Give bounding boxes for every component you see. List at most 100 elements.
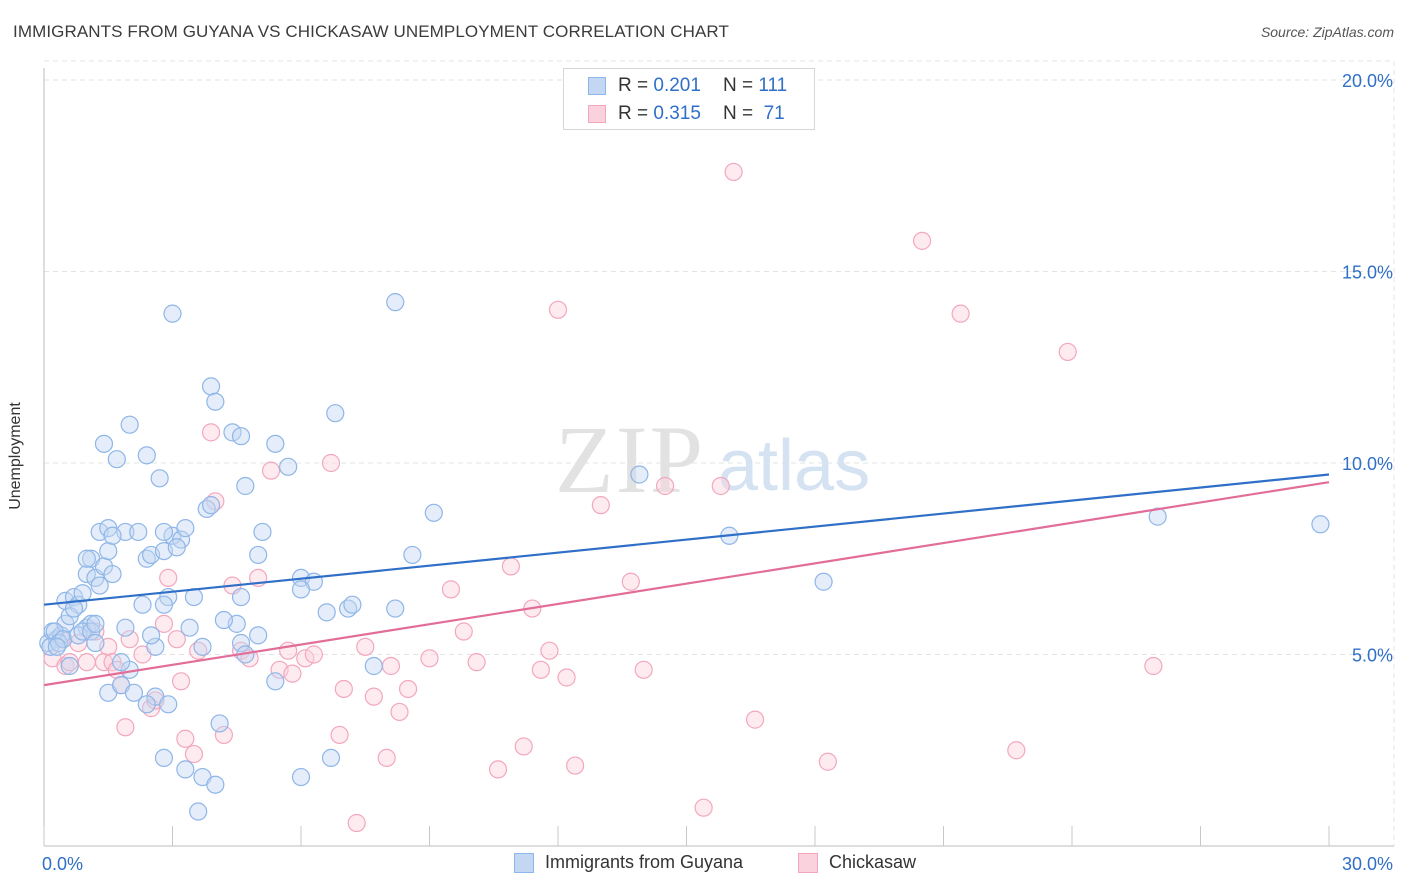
data-point [291,767,311,787]
watermark-atlas: atlas [718,426,870,506]
data-point [1058,342,1077,362]
data-point [146,637,165,656]
data-point [321,453,341,473]
data-point [377,748,396,768]
legend-swatch-guyana [588,77,606,95]
watermark-zip: ZIP [555,406,705,513]
data-point [86,614,105,633]
data-point [454,622,473,641]
data-point [214,610,233,630]
data-point [818,752,837,771]
data-point [249,626,268,645]
legend-r-value: 0.315 [653,103,701,124]
data-point [261,461,281,480]
data-point [193,637,212,656]
legend-item-guyana: Immigrants from Guyana [514,852,743,873]
data-point [47,637,66,656]
data-point [103,564,122,584]
data-point [386,293,405,312]
y-tick-label: 10.0% [1342,454,1393,474]
data-point [591,496,610,515]
data-point [116,618,135,637]
chart-title: IMMIGRANTS FROM GUYANA VS CHICKASAW UNEM… [13,22,729,41]
legend-n-value: 111 [758,75,788,96]
legend-n-value: 71 [763,103,785,124]
data-point [621,572,640,591]
y-axis-label: Unemployment [7,402,24,510]
data-point [210,714,229,733]
data-point [171,672,191,691]
data-point [137,446,156,465]
data-point [424,503,443,522]
correlation-legend: R = 0.201 N = 111 R = 0.315 N = 71 [563,68,815,130]
data-point [814,572,833,591]
data-point [120,630,139,649]
data-point [317,603,336,622]
data-point [159,695,178,714]
data-point [390,702,409,722]
legend-swatch-guyana [514,852,534,873]
data-point [296,649,315,668]
data-point [137,695,156,714]
data-point [330,725,349,745]
legend-r-label: R = [618,75,649,96]
trend-line-chickasaw [43,481,1330,687]
data-point [381,656,401,676]
data-point [630,465,649,484]
data-point [99,541,118,561]
y-tick-label: 15.0% [1342,263,1393,283]
data-point [107,450,126,469]
data-point [201,377,221,396]
data-point [201,496,221,515]
data-point [291,580,311,599]
data-point [176,760,195,779]
data-point [356,637,375,656]
legend-swatch-chickasaw [588,105,606,123]
data-point [163,304,182,323]
data-point [206,392,225,411]
data-point [129,522,148,542]
data-point [154,595,174,614]
data-point [249,545,268,565]
data-point [403,545,422,565]
legend-r-label: R = [618,103,649,124]
data-point [467,653,486,672]
data-point [184,744,204,764]
data-point [77,653,96,672]
data-point [133,595,152,614]
data-point [420,649,439,668]
series-guyana-points [39,293,1330,821]
trend-lines [43,473,1330,687]
data-point [326,404,345,423]
data-point [189,802,208,821]
data-point [724,162,743,182]
data-point [150,469,169,488]
data-point [540,641,559,660]
data-point [231,427,251,446]
tick-labels: 5.0% 10.0% 15.0% 20.0% 0.0% 30.0% [42,71,1393,874]
data-point [64,599,84,618]
trend-line-guyana [43,473,1330,606]
data-point [231,587,251,607]
data-point [253,522,272,542]
data-point [116,718,135,737]
legend-row-guyana: R = 0.201 N = 111 [588,75,787,97]
legend-n-label: N = [722,75,754,96]
data-point [745,710,765,729]
data-point [531,660,550,679]
data-point [343,595,362,614]
data-point [514,737,533,756]
data-point [214,725,233,745]
data-point [141,626,161,645]
data-point [201,423,221,442]
data-point [557,668,576,687]
legend-swatch-chickasaw [798,852,818,873]
data-point [176,519,195,538]
legend-row-chickasaw: R = 0.315 N = 71 [588,103,785,125]
data-point [912,231,932,250]
data-point [364,687,383,706]
data-point [124,683,144,702]
data-point [634,660,653,679]
source-label: Source: ZipAtlas.com [1260,24,1394,40]
